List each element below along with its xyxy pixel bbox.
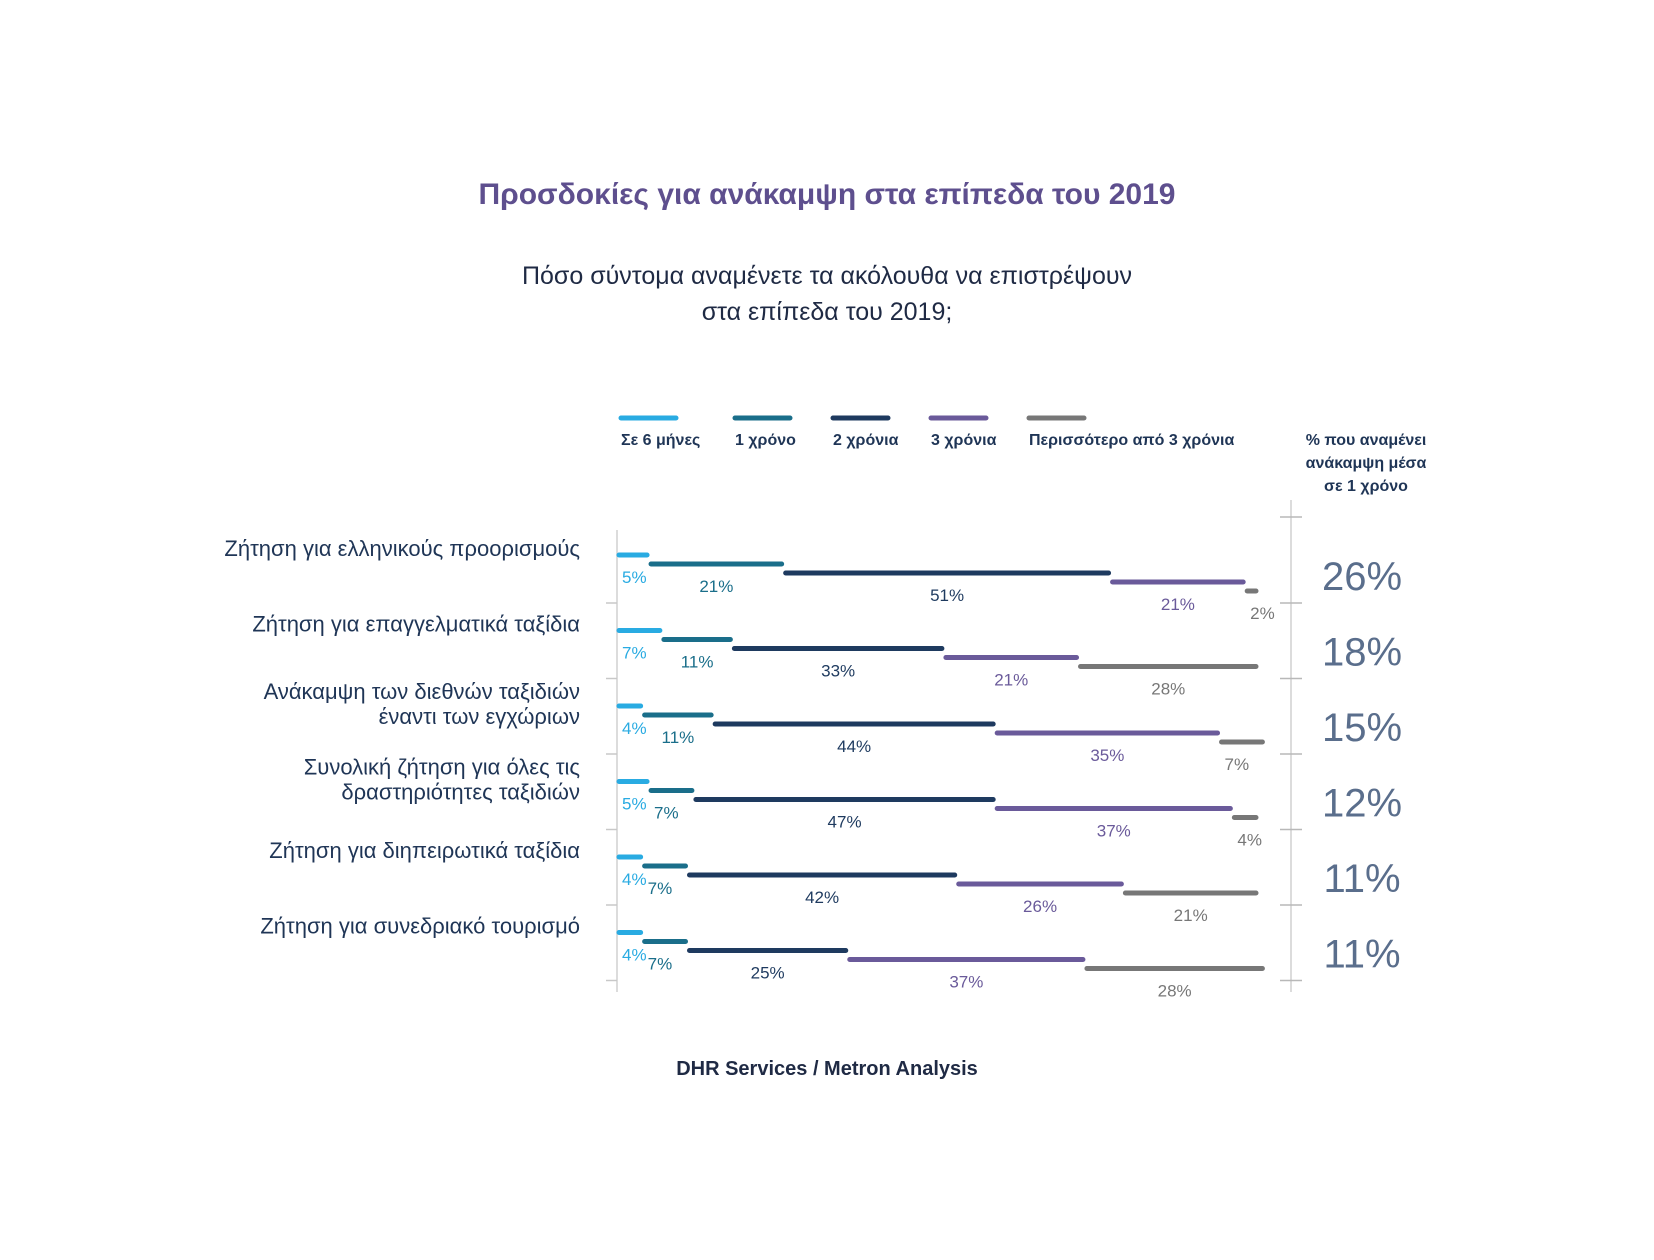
side-header-line: % που αναμένει: [1306, 432, 1427, 449]
value-label: 4%: [1237, 831, 1262, 850]
legend-label: 2 χρόνια: [833, 432, 899, 449]
value-label: 37%: [1097, 822, 1131, 841]
value-label: 11%: [681, 653, 714, 672]
value-label: 2%: [1250, 604, 1275, 623]
legend-label: Περισσότερο από 3 χρόνια: [1029, 432, 1234, 449]
category-label: Συνολική ζήτηση για όλες τις: [304, 755, 580, 780]
within-one-year-value: 11%: [1323, 933, 1400, 977]
within-one-year-value: 11%: [1323, 857, 1400, 901]
value-label: 7%: [622, 644, 647, 663]
value-label: 26%: [1023, 897, 1057, 916]
source-note: DHR Services / Metron Analysis: [676, 1058, 978, 1080]
category-label: Ζήτηση για επαγγελματικά ταξίδια: [252, 612, 580, 637]
value-label: 7%: [1225, 755, 1250, 774]
within-one-year-value: 15%: [1322, 706, 1402, 750]
value-label: 4%: [622, 946, 647, 965]
category-label: Ζήτηση για συνεδριακό τουρισμό: [260, 914, 580, 939]
within-one-year-value: 12%: [1322, 782, 1402, 826]
category-label: δραστηριότητες ταξιδιών: [341, 780, 580, 805]
value-label: 37%: [949, 973, 983, 992]
category-label: έναντι των εγχώριων: [379, 704, 580, 729]
value-label: 21%: [1161, 595, 1195, 614]
value-label: 7%: [648, 955, 673, 974]
chart-title: Προσδοκίες για ανάκαμψη στα επίπεδα του …: [478, 178, 1176, 211]
value-label: 4%: [622, 719, 647, 738]
legend-label: 3 χρόνια: [931, 432, 997, 449]
value-label: 25%: [751, 964, 785, 983]
value-label: 21%: [699, 577, 733, 596]
value-label: 28%: [1158, 982, 1192, 1001]
value-label: 4%: [622, 870, 647, 889]
value-label: 11%: [662, 728, 695, 747]
value-label: 35%: [1090, 746, 1124, 765]
value-label: 51%: [930, 586, 964, 605]
value-label: 28%: [1151, 680, 1185, 699]
side-header-line: ανάκαμψη μέσα: [1306, 455, 1427, 472]
subtitle-line-1: Πόσο σύντομα αναμένετε τα ακόλουθα να επ…: [521, 262, 1133, 290]
value-label: 33%: [821, 662, 855, 681]
value-label: 5%: [622, 568, 647, 587]
within-one-year-value: 18%: [1322, 631, 1402, 675]
legend-label: Σε 6 μήνες: [621, 432, 700, 449]
subtitle-line-2: στα επίπεδα του 2019;: [701, 298, 953, 326]
value-label: 44%: [837, 737, 871, 756]
category-label: Ζήτηση για διηπειρωτικά ταξίδια: [269, 838, 580, 863]
legend-label: 1 χρόνο: [735, 432, 796, 449]
side-header-line: σε 1 χρόνο: [1324, 478, 1408, 495]
value-label: 47%: [828, 813, 862, 832]
value-label: 42%: [805, 888, 839, 907]
category-label: Ζήτηση για ελληνικούς προορισμούς: [224, 536, 580, 561]
value-label: 7%: [654, 804, 679, 823]
value-label: 7%: [648, 879, 673, 898]
category-label: Ανάκαμψη των διεθνών ταξιδιών: [264, 679, 580, 704]
value-label: 21%: [1174, 906, 1208, 925]
value-label: 21%: [994, 671, 1028, 690]
chart-subtitle: Πόσο σύντομα αναμένετε τα ακόλουθα να επ…: [0, 258, 1654, 330]
within-one-year-value: 26%: [1322, 555, 1402, 599]
value-label: 5%: [622, 795, 647, 814]
